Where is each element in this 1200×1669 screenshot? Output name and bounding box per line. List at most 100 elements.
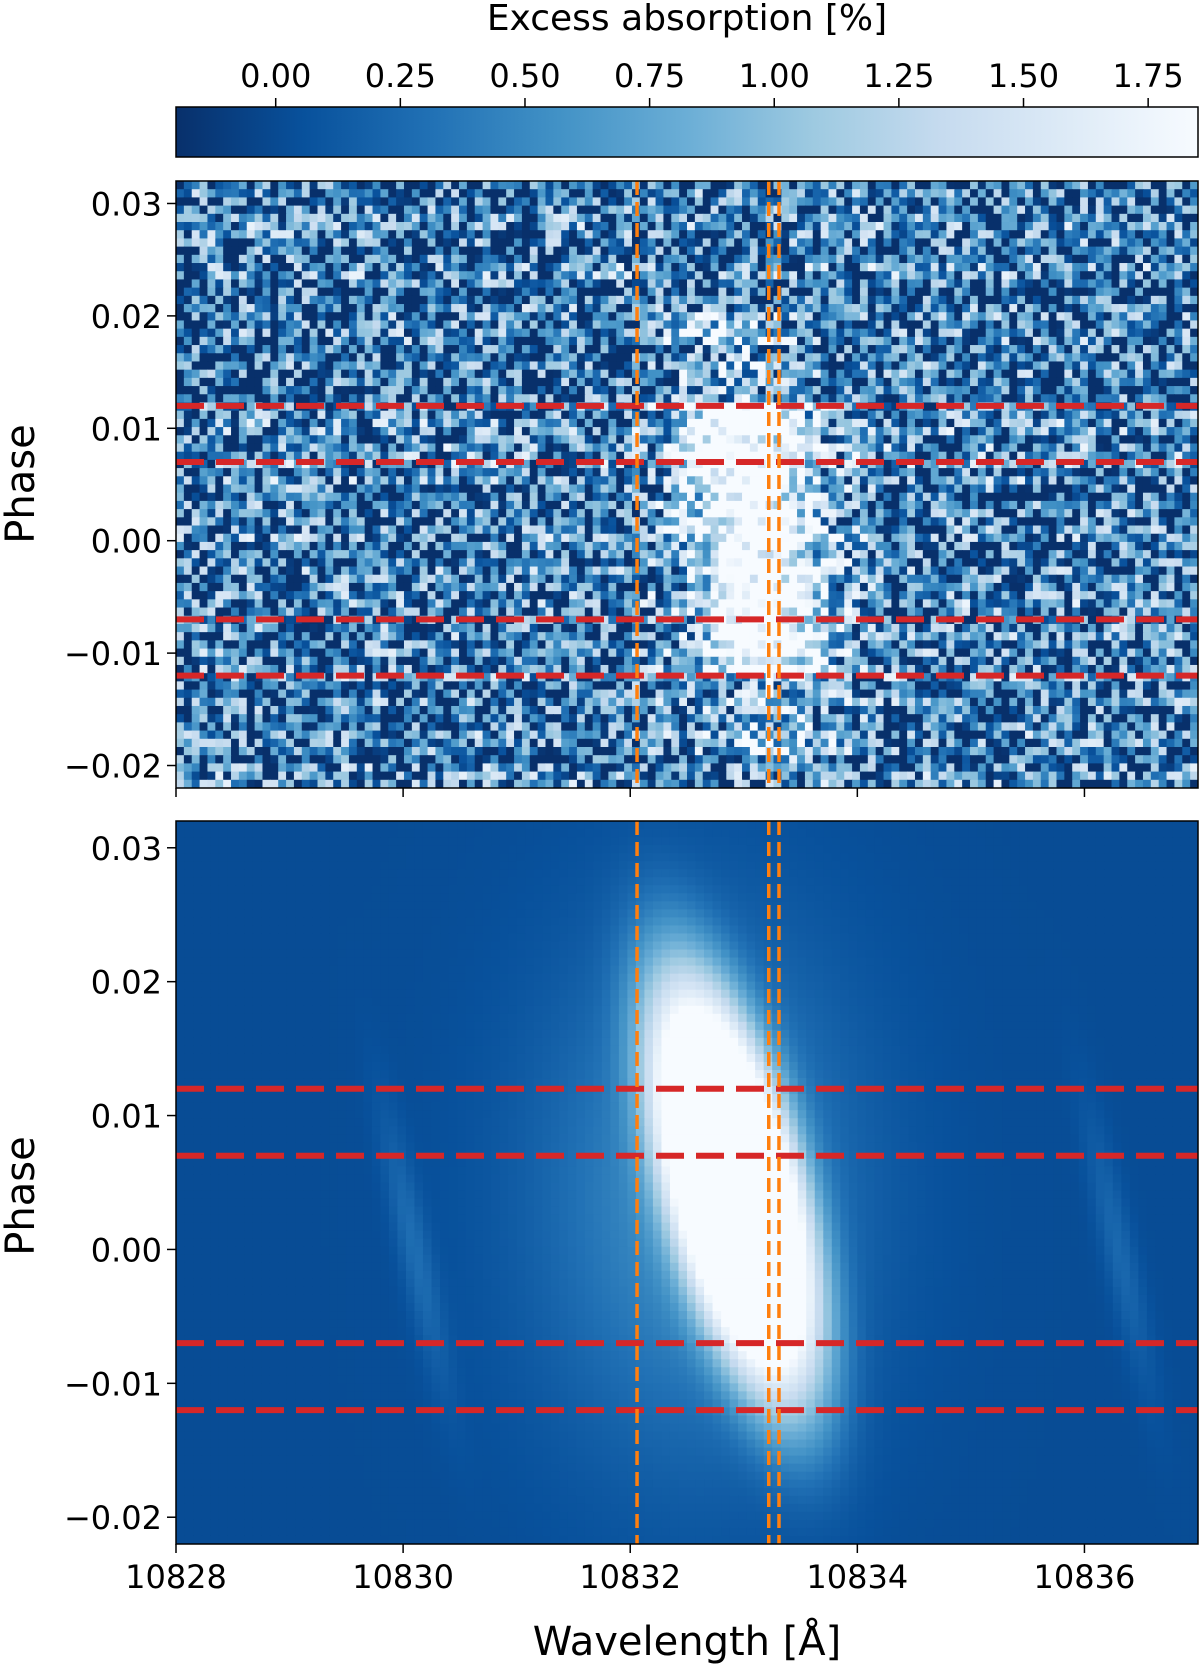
heatmap-cell [867, 468, 877, 477]
heatmap-cell [561, 328, 570, 338]
heatmap-cell [891, 386, 900, 395]
heatmap-cell [569, 427, 578, 436]
heatmap-cell [726, 271, 735, 281]
heatmap-cell [1072, 304, 1081, 313]
heatmap-cell [718, 254, 727, 264]
heatmap-cell [859, 418, 869, 428]
heatmap-cell [490, 476, 499, 486]
heatmap-cell [231, 377, 240, 387]
heatmap-cell [435, 345, 444, 354]
heatmap-cell [993, 295, 1003, 305]
heatmap-cell [223, 443, 232, 453]
heatmap-cell [844, 304, 853, 313]
heatmap-cell [1080, 304, 1089, 313]
heatmap-cell [514, 304, 523, 313]
heatmap-cell [183, 213, 193, 223]
heatmap-cell [1001, 254, 1010, 264]
heatmap-cell [333, 271, 342, 281]
heatmap-cell [1080, 345, 1089, 354]
heatmap-cell [859, 205, 869, 215]
heatmap-cell [183, 246, 193, 256]
heatmap-cell [1095, 394, 1105, 404]
heatmap-cell [600, 312, 609, 322]
heatmap-cell [466, 312, 476, 322]
heatmap-cell [1103, 246, 1113, 256]
heatmap-cell [506, 197, 515, 207]
heatmap-cell [341, 410, 350, 420]
heatmap-cell [600, 410, 609, 420]
heatmap-cell [922, 353, 932, 363]
heatmap-cell [215, 230, 224, 240]
heatmap-cell [1127, 345, 1136, 354]
heatmap-cell [938, 361, 948, 371]
heatmap-cell [600, 451, 609, 461]
heatmap-cell [207, 197, 216, 207]
heatmap-cell [396, 435, 405, 445]
heatmap-cell [1064, 205, 1073, 215]
heatmap-cell [1017, 189, 1026, 198]
heatmap-cell [718, 443, 727, 453]
heatmap-cell [403, 369, 413, 379]
heatmap-cell [348, 345, 358, 354]
heatmap-cell [773, 320, 782, 330]
heatmap-cell [804, 189, 814, 198]
heatmap-cell [301, 336, 311, 346]
heatmap-cell [333, 418, 342, 428]
heatmap-cell [694, 345, 704, 354]
heatmap-cell [977, 279, 987, 289]
heatmap-cell [789, 443, 798, 453]
heatmap-cell [600, 246, 609, 256]
heatmap-cell [514, 418, 523, 428]
heatmap-cell [1119, 377, 1128, 387]
heatmap-cell [749, 254, 759, 264]
heatmap-cell [962, 410, 971, 420]
heatmap-cell [388, 435, 397, 445]
heatmap-cell [521, 427, 531, 436]
heatmap-cell [396, 394, 405, 404]
heatmap-cell [545, 246, 554, 256]
heatmap-cell [348, 386, 358, 395]
heatmap-cell [914, 418, 924, 428]
heatmap-cell [1056, 238, 1065, 248]
heatmap-cell [341, 263, 350, 272]
heatmap-cell [356, 279, 366, 289]
heatmap-cell [1095, 279, 1105, 289]
heatmap-cell [1064, 271, 1073, 281]
heatmap-cell [1025, 304, 1034, 313]
heatmap-cell [246, 484, 256, 494]
heatmap-cell [388, 361, 397, 371]
heatmap-cell [325, 189, 334, 198]
heatmap-cell [223, 295, 232, 305]
heatmap-cell [278, 222, 287, 231]
heatmap-cell [1103, 394, 1113, 404]
heatmap-cell [309, 246, 319, 256]
heatmap-cell [804, 361, 814, 371]
heatmap-cell [1056, 181, 1065, 190]
heatmap-cell [914, 304, 924, 313]
heatmap-cell [781, 320, 790, 330]
heatmap-cell [584, 435, 594, 445]
heatmap-cell [836, 320, 845, 330]
heatmap-cell [852, 410, 861, 420]
heatmap-cell [372, 246, 381, 256]
heatmap-cell [380, 484, 389, 494]
heatmap-cell [867, 205, 877, 215]
heatmap-cell [231, 230, 240, 240]
heatmap-cell [474, 205, 484, 215]
heatmap-cell [356, 328, 366, 338]
heatmap-cell [380, 386, 389, 395]
heatmap-cell [388, 254, 397, 264]
heatmap-cell [317, 304, 326, 313]
heatmap-cell [710, 189, 720, 198]
heatmap-cell [333, 427, 342, 436]
heatmap-cell [1025, 222, 1034, 231]
heatmap-cell [521, 369, 531, 379]
heatmap-cell [671, 189, 680, 198]
heatmap-cell [687, 320, 696, 330]
heatmap-cell [348, 336, 358, 346]
heatmap-cell [333, 377, 342, 387]
heatmap-cell [466, 181, 476, 190]
heatmap-cell [569, 230, 578, 240]
heatmap-cell [427, 197, 437, 207]
heatmap-cell [914, 320, 924, 330]
